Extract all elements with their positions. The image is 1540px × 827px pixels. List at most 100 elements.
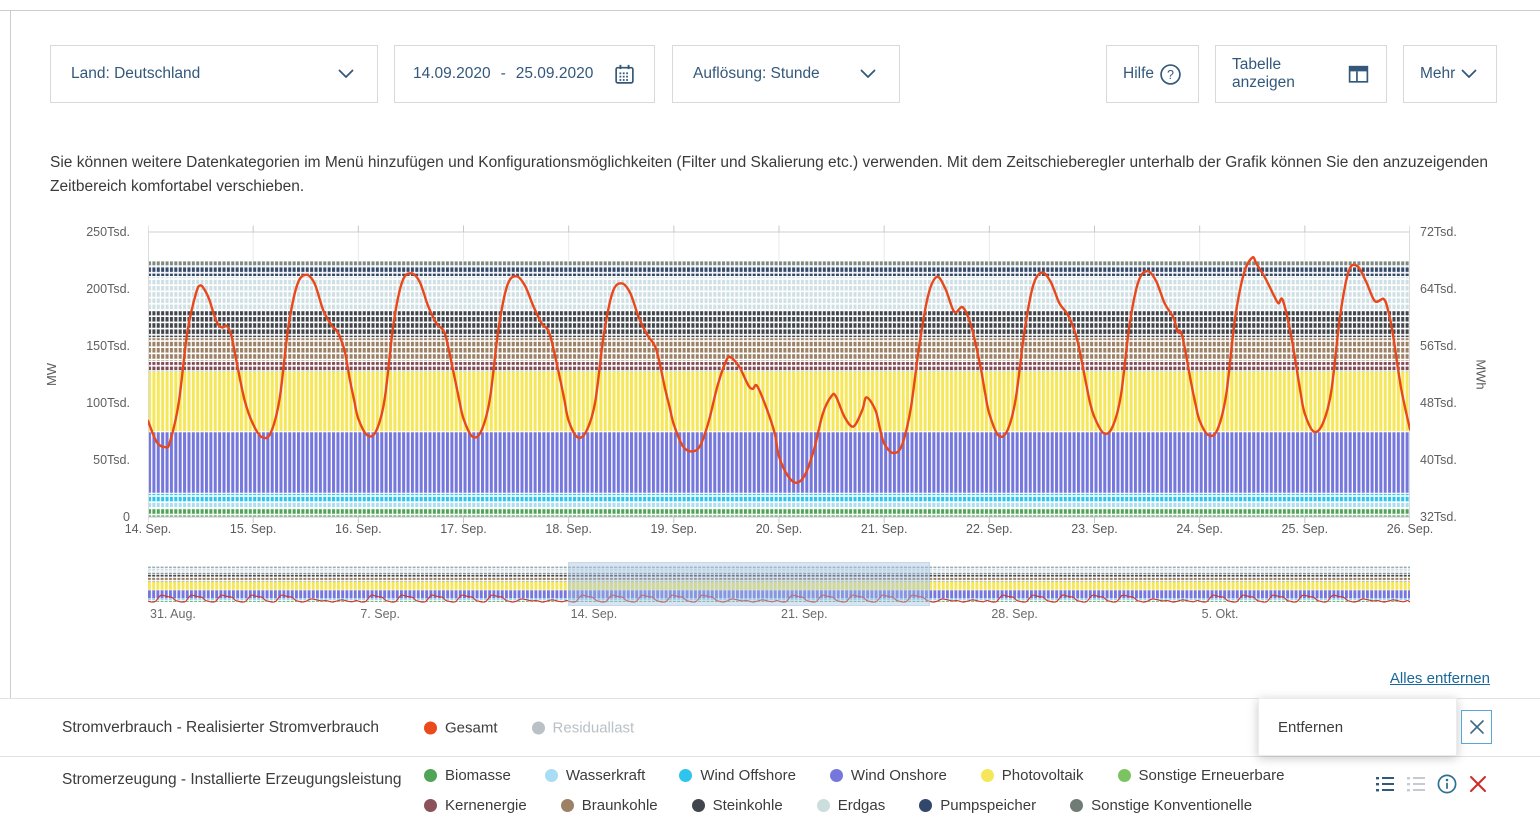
legend-label: Biomasse xyxy=(445,767,511,784)
x-tick-label: 25. Sep. xyxy=(1281,522,1329,536)
legend-item-kernenergie[interactable]: Kernenergie xyxy=(424,797,527,814)
x-tick-label: 17. Sep. xyxy=(440,522,487,536)
legend-item-gesamt[interactable]: Gesamt xyxy=(424,719,498,736)
more-button[interactable]: Mehr xyxy=(1403,45,1497,103)
time-range-slider-track[interactable] xyxy=(148,562,1410,606)
close-icon-active[interactable] xyxy=(1461,710,1492,744)
legend-item-photovoltaik[interactable]: Photovoltaik xyxy=(980,767,1084,784)
show-table-button[interactable]: Tabelle anzeigen xyxy=(1215,45,1387,103)
remove-popup[interactable]: Entfernen xyxy=(1258,698,1457,756)
country-select-value: Land: Deutschland xyxy=(71,65,201,82)
legend-dot xyxy=(560,799,574,812)
legend-item-biomasse[interactable]: Biomasse xyxy=(424,767,511,784)
legend-item-pumpspeicher[interactable]: Pumpspeicher xyxy=(919,797,1036,814)
remove-all-link[interactable]: Alles entfernen xyxy=(1389,670,1490,687)
legend-dot xyxy=(980,769,994,782)
mini-axis-label: 14. Sep. xyxy=(570,607,618,621)
x-tick-label: 16. Sep. xyxy=(335,522,382,536)
y-tick-left: 50Tsd. xyxy=(93,453,130,467)
legend-row-title: Stromerzeugung - Installierte Erzeugungs… xyxy=(62,771,402,788)
legend-item-wind-offshore[interactable]: Wind Offshore xyxy=(679,767,796,784)
legend-dot xyxy=(544,769,558,782)
close-x-glyph xyxy=(1469,720,1484,734)
legend-item-sonstige-erneuerbare[interactable]: Sonstige Erneuerbare xyxy=(1117,767,1285,784)
panel-top-border xyxy=(0,10,1540,11)
mini-axis-label: 28. Sep. xyxy=(991,607,1038,621)
legend-item-wind-onshore[interactable]: Wind Onshore xyxy=(829,767,947,784)
legend-dot xyxy=(424,799,437,812)
x-tick-label: 14. Sep. xyxy=(124,522,172,536)
y-tick-right: 72Tsd. xyxy=(1420,225,1457,239)
country-select[interactable]: Land: Deutschland xyxy=(50,45,378,103)
y-tick-right: 40Tsd. xyxy=(1420,453,1457,467)
help-button[interactable]: Hilfe ? xyxy=(1106,45,1199,103)
date-from: 14.09.2020 xyxy=(413,65,491,82)
row-actions-generation xyxy=(1375,773,1488,795)
legend-item-erdgas[interactable]: Erdgas xyxy=(816,797,886,814)
x-tick-label: 26. Sep. xyxy=(1386,522,1434,536)
y-tick-left: 200Tsd. xyxy=(86,282,130,296)
legend-line: Gesamt Residuallast xyxy=(424,719,634,736)
consumption-line-gesamt[interactable] xyxy=(148,256,1410,484)
panel-left-border xyxy=(10,10,11,827)
y-tick-right: 32Tsd. xyxy=(1420,510,1457,524)
resolution-select-value: Auflösung: Stunde xyxy=(693,65,820,82)
legend-items-generation: Biomasse Wasserkraft Wind Offshore Wind Ons… xyxy=(424,757,1400,827)
chart-plot-area[interactable] xyxy=(148,224,1410,524)
legend-label: Wind Offshore xyxy=(700,767,796,784)
time-range-selection[interactable] xyxy=(568,562,930,606)
close-icon[interactable] xyxy=(1468,773,1488,795)
legend-line: Biomasse Wasserkraft Wind Offshore Wind Ons… xyxy=(424,767,1284,784)
legend-label: Wind Onshore xyxy=(850,767,947,784)
hour-stripes-overlay xyxy=(148,260,1410,517)
date-range-picker[interactable]: 14.09.2020 - 25.09.2020 xyxy=(394,45,655,103)
mini-axis-label: 21. Sep. xyxy=(781,607,828,621)
legend-dot xyxy=(424,769,437,782)
svg-text:?: ? xyxy=(1167,67,1174,81)
legend-item-braunkohle[interactable]: Braunkohle xyxy=(560,797,658,814)
y-tick-left: 150Tsd. xyxy=(86,339,130,353)
legend-row-title: Stromverbrauch - Realisierter Stromverbr… xyxy=(62,718,379,736)
legend-dot xyxy=(531,721,545,734)
list-icon[interactable] xyxy=(1375,773,1395,795)
left-axis-unit: MW xyxy=(44,362,60,387)
legend-label: Wasserkraft xyxy=(565,767,646,784)
table-icon xyxy=(1348,65,1369,83)
legend-items-consumption: Gesamt Residuallast xyxy=(424,699,1400,756)
info-icon[interactable] xyxy=(1437,773,1457,795)
legend-label: Pumpspeicher xyxy=(940,797,1037,814)
legend-dot xyxy=(679,769,693,782)
y-tick-left: 100Tsd. xyxy=(86,396,130,410)
legend-item-residuallast[interactable]: Residuallast xyxy=(531,719,635,736)
legend-label: Erdgas xyxy=(837,797,886,814)
legend-label: Residuallast xyxy=(552,719,635,736)
x-tick-label: 22. Sep. xyxy=(966,522,1013,536)
show-table-label: Tabelle anzeigen xyxy=(1232,56,1295,91)
legend-item-steinkohle[interactable]: Steinkohle xyxy=(691,797,783,814)
x-tick-label: 23. Sep. xyxy=(1071,522,1118,536)
time-range-slider: 31. Aug. 7. Sep. 14. Sep. 21. Sep. 28. Sep. 5… xyxy=(0,562,1540,624)
legend-label: Gesamt xyxy=(445,719,498,736)
mini-consumption-line xyxy=(148,594,1410,603)
legend-dot xyxy=(691,799,705,812)
x-tick-label: 18. Sep. xyxy=(545,522,592,536)
legend-item-sonstige-konventionelle[interactable]: Sonstige Konventionelle xyxy=(1070,797,1252,814)
legend-label: Steinkohle xyxy=(712,797,783,814)
legend-label: Sonstige Erneuerbare xyxy=(1138,767,1285,784)
legend-label: Braunkohle xyxy=(581,797,658,814)
list-secondary-icon[interactable] xyxy=(1406,773,1426,795)
legend-row-consumption: Stromverbrauch - Realisierter Stromverbr… xyxy=(0,698,1540,756)
resolution-select[interactable]: Auflösung: Stunde xyxy=(672,45,900,103)
mini-stripes-overlay xyxy=(148,566,1410,602)
right-axis-unit: MWh xyxy=(1473,359,1489,390)
legend-line: Kernenergie Braunkohle Steinkohle Erdgas Pum… xyxy=(424,797,1252,814)
legend-dot xyxy=(1070,799,1084,812)
x-tick-label: 20. Sep. xyxy=(755,522,803,536)
chevron-down-icon xyxy=(860,69,876,78)
calendar-icon xyxy=(615,64,634,84)
remove-popup-label: Entfernen xyxy=(1278,718,1344,736)
y-tick-right: 48Tsd. xyxy=(1420,396,1457,410)
legend-item-wasserkraft[interactable]: Wasserkraft xyxy=(544,767,646,784)
date-separator: - xyxy=(500,65,506,82)
